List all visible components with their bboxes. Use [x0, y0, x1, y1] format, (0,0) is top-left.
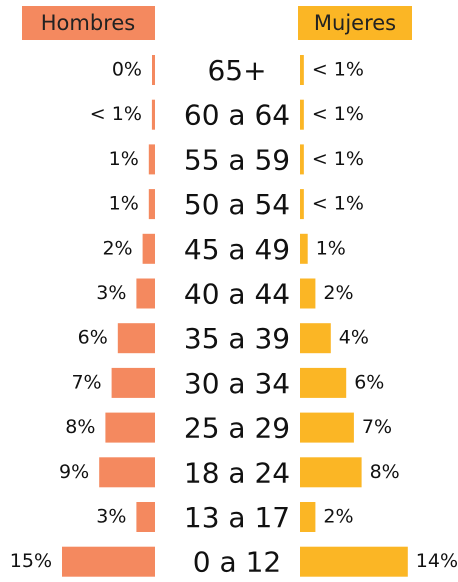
data-label: 2%: [323, 282, 353, 304]
category-label: 0 a 12: [193, 546, 281, 579]
bar: [117, 323, 155, 354]
data-label: 1%: [109, 193, 139, 215]
legend-label: Hombres: [41, 11, 135, 35]
data-label: 1%: [109, 148, 139, 170]
data-label: < 1%: [312, 103, 364, 125]
data-label: 3%: [96, 282, 126, 304]
category-label: 25 a 29: [184, 412, 290, 445]
data-label: 7%: [362, 416, 392, 438]
bar: [136, 502, 155, 532]
data-label: 2%: [102, 237, 132, 259]
category-label: 60 a 64: [184, 99, 290, 132]
bar: [300, 189, 304, 220]
bar: [300, 55, 304, 85]
bar: [142, 233, 155, 264]
bar: [300, 412, 354, 443]
data-label: 9%: [59, 461, 89, 483]
data-label: < 1%: [90, 103, 142, 125]
bar: [136, 278, 155, 309]
data-label: 8%: [65, 416, 95, 438]
bar: [152, 55, 155, 85]
bar: [300, 278, 316, 309]
bar: [300, 367, 347, 398]
data-label: 1%: [316, 237, 346, 259]
bar: [148, 189, 155, 220]
data-label: 8%: [370, 461, 400, 483]
bar: [300, 144, 304, 175]
data-label: < 1%: [312, 59, 364, 81]
category-label: 30 a 34: [184, 367, 290, 400]
data-label: 3%: [96, 506, 126, 528]
bar: [300, 233, 308, 264]
category-label: 13 a 17: [184, 501, 290, 534]
data-label: 0%: [112, 59, 142, 81]
legend-swatch: [298, 6, 412, 40]
bar: [300, 546, 408, 577]
category-label: 18 a 24: [184, 456, 290, 489]
data-label: 14%: [416, 550, 458, 572]
category-label: 50 a 54: [184, 188, 290, 221]
category-label: 40 a 44: [184, 278, 290, 311]
data-label: 2%: [323, 506, 353, 528]
legend-swatch: [22, 6, 155, 40]
data-label: 15%: [10, 550, 52, 572]
bar: [105, 412, 155, 443]
bar: [148, 144, 155, 175]
legend-label: Mujeres: [314, 11, 396, 35]
data-label: < 1%: [312, 193, 364, 215]
category-label: 55 a 59: [184, 143, 290, 176]
bar: [300, 502, 316, 532]
data-label: 6%: [78, 327, 108, 349]
bar: [99, 457, 155, 488]
bar: [300, 323, 331, 354]
bar: [151, 99, 155, 130]
bar: [62, 546, 155, 577]
data-label: 4%: [339, 327, 369, 349]
bar: [300, 99, 304, 130]
category-label: 45 a 49: [184, 233, 290, 266]
data-label: 6%: [354, 371, 384, 393]
data-label: < 1%: [312, 148, 364, 170]
data-label: 7%: [71, 371, 101, 393]
category-label: 65+: [207, 54, 266, 87]
category-label: 35 a 39: [184, 322, 290, 355]
bar: [111, 367, 155, 398]
bar: [300, 457, 362, 488]
